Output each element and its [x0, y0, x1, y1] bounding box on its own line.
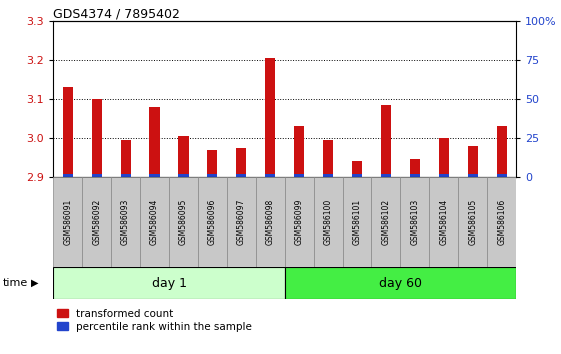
Bar	[410, 160, 420, 177]
Text: GSM586096: GSM586096	[208, 199, 217, 245]
Bar	[208, 174, 218, 177]
Text: GSM586091: GSM586091	[63, 199, 72, 245]
Bar	[381, 174, 391, 177]
Text: GSM586103: GSM586103	[411, 199, 420, 245]
Text: day 1: day 1	[151, 277, 186, 290]
Bar	[314, 177, 343, 267]
Text: GSM586101: GSM586101	[352, 199, 361, 245]
Bar	[439, 174, 449, 177]
Bar	[439, 138, 449, 177]
Bar	[121, 174, 131, 177]
Bar	[53, 177, 82, 267]
Bar	[496, 174, 507, 177]
Text: GSM586106: GSM586106	[497, 199, 506, 245]
Text: GSM586097: GSM586097	[237, 199, 246, 245]
Bar	[458, 177, 487, 267]
Bar	[294, 126, 304, 177]
Text: GSM586105: GSM586105	[468, 199, 477, 245]
Text: GSM586094: GSM586094	[150, 199, 159, 245]
Bar	[401, 177, 429, 267]
Text: time: time	[3, 278, 28, 288]
Text: GSM586099: GSM586099	[295, 199, 304, 245]
Bar	[352, 161, 362, 177]
Bar	[284, 267, 516, 299]
Bar	[111, 177, 140, 267]
Bar	[149, 107, 159, 177]
Bar	[381, 105, 391, 177]
Text: GSM586095: GSM586095	[179, 199, 188, 245]
Text: GDS4374 / 7895402: GDS4374 / 7895402	[53, 7, 180, 20]
Bar	[82, 177, 111, 267]
Text: GSM586092: GSM586092	[92, 199, 101, 245]
Bar	[343, 177, 371, 267]
Bar	[468, 146, 478, 177]
Bar	[227, 177, 256, 267]
Bar	[178, 174, 188, 177]
Bar	[91, 99, 102, 177]
Bar	[371, 177, 401, 267]
Bar	[236, 148, 246, 177]
Bar	[323, 174, 333, 177]
Legend: transformed count, percentile rank within the sample: transformed count, percentile rank withi…	[53, 304, 256, 336]
Bar	[284, 177, 314, 267]
Bar	[169, 177, 198, 267]
Text: GSM586104: GSM586104	[439, 199, 448, 245]
Bar	[53, 267, 284, 299]
Text: GSM586093: GSM586093	[121, 199, 130, 245]
Bar	[496, 126, 507, 177]
Bar	[149, 174, 159, 177]
Text: ▶: ▶	[31, 278, 38, 288]
Bar	[91, 174, 102, 177]
Bar	[410, 174, 420, 177]
Bar	[468, 174, 478, 177]
Bar	[140, 177, 169, 267]
Bar	[236, 174, 246, 177]
Bar	[178, 136, 188, 177]
Bar	[121, 140, 131, 177]
Text: GSM586098: GSM586098	[266, 199, 275, 245]
Text: GSM586102: GSM586102	[381, 199, 390, 245]
Bar	[63, 87, 73, 177]
Bar	[265, 58, 275, 177]
Bar	[256, 177, 284, 267]
Text: day 60: day 60	[379, 277, 422, 290]
Bar	[352, 174, 362, 177]
Bar	[265, 174, 275, 177]
Bar	[63, 174, 73, 177]
Text: GSM586100: GSM586100	[324, 199, 333, 245]
Bar	[487, 177, 516, 267]
Bar	[429, 177, 458, 267]
Bar	[208, 150, 218, 177]
Bar	[198, 177, 227, 267]
Bar	[294, 174, 304, 177]
Bar	[323, 140, 333, 177]
